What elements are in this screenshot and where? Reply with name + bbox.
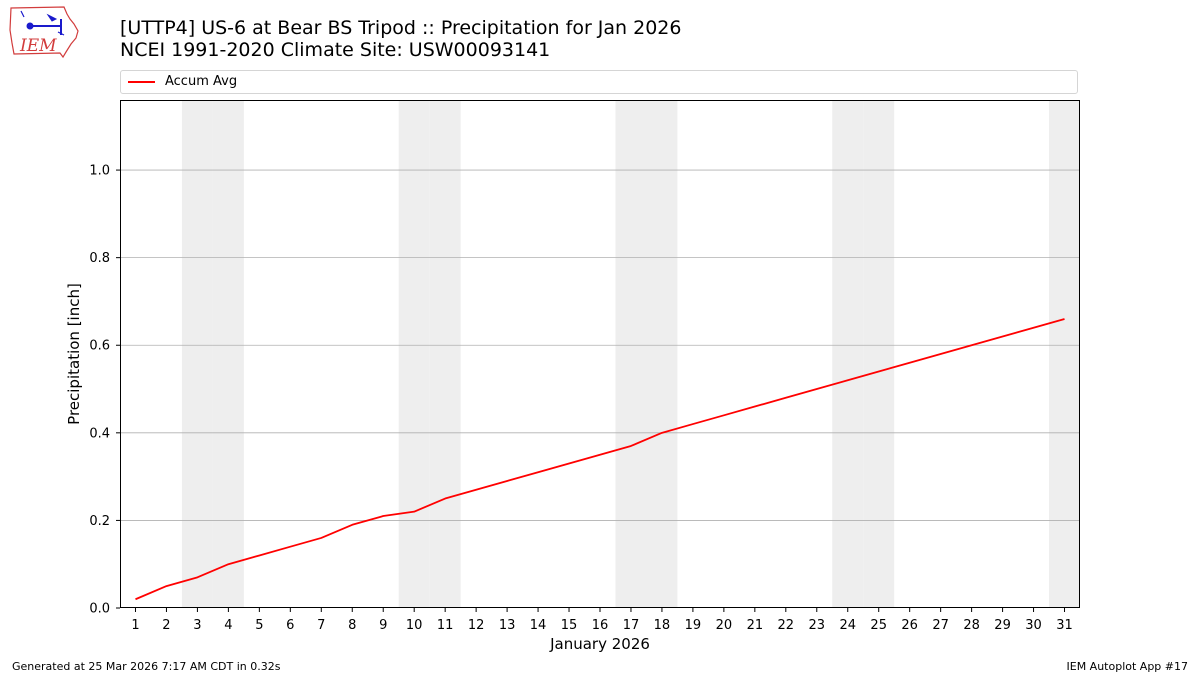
- logo-text: IEM: [19, 36, 57, 56]
- x-tick-label: 8: [348, 618, 356, 633]
- weekend-band-day-25: [863, 100, 895, 608]
- x-tick-label: 28: [963, 618, 980, 633]
- legend-label: Accum Avg: [165, 74, 238, 89]
- weekend-band-day-4: [212, 100, 244, 608]
- x-tick-label: 31: [1056, 618, 1073, 633]
- iowa-outline-icon: [9, 6, 79, 59]
- x-tick-label: 12: [468, 618, 485, 633]
- y-tick-label: 1.0: [89, 164, 110, 179]
- y-tick-label: 0.6: [89, 339, 110, 354]
- y-axis-label: Precipitation [inch]: [65, 283, 83, 425]
- chart-title: [UTTP4] US-6 at Bear BS Tripod :: Precip…: [120, 17, 681, 61]
- x-tick-label: 20: [716, 618, 733, 633]
- x-tick-label: 11: [437, 618, 454, 633]
- x-tick-label: 17: [623, 618, 640, 633]
- weekend-band-day-18: [646, 100, 678, 608]
- legend-line-swatch: [128, 81, 155, 83]
- title-line-1: [UTTP4] US-6 at Bear BS Tripod :: Precip…: [120, 17, 682, 39]
- x-tick-label: 24: [839, 618, 856, 633]
- x-tick-label: 10: [406, 618, 423, 633]
- weekend-bands: [181, 100, 1080, 608]
- x-tick-label: 14: [530, 618, 547, 633]
- y-ticks: 0.0 0.2 0.4 0.6 0.8 1.0: [89, 164, 120, 617]
- x-ticks: 1 2 3 4 5 6 7 8 9 10 11 12 13 14 15 16 17 18 19 20 21 22 23 24 2…: [131, 608, 1073, 633]
- legend: Accum Avg: [120, 70, 1078, 94]
- x-tick-label: 26: [901, 618, 918, 633]
- x-tick-label: 22: [778, 618, 795, 633]
- y-tick-label: 0.8: [89, 251, 110, 266]
- y-tick-label: 0.2: [89, 514, 110, 529]
- x-tick-label: 5: [255, 618, 263, 633]
- series-layer: [135, 318, 1065, 601]
- x-tick-label: 25: [870, 618, 887, 633]
- y-gridlines: [120, 169, 1080, 521]
- y-tick-label: 0.0: [89, 602, 110, 617]
- x-tick-label: 23: [809, 618, 826, 633]
- x-tick-label: 4: [224, 618, 232, 633]
- x-tick-label: 19: [685, 618, 702, 633]
- x-tick-label: 18: [654, 618, 671, 633]
- x-tick-label: 6: [286, 618, 294, 633]
- weekend-band-day-31: [1049, 100, 1080, 608]
- series-line-accum-avg: [135, 318, 1065, 601]
- weekend-band-day-3: [181, 100, 213, 608]
- x-tick-label: 2: [162, 618, 170, 633]
- y-tick-label: 0.4: [89, 426, 110, 441]
- weekend-band-day-17: [615, 100, 647, 608]
- weekend-band-day-24: [832, 100, 864, 608]
- x-tick-label: 15: [561, 618, 578, 633]
- plot-frame: [120, 100, 1080, 608]
- x-tick-label: 21: [747, 618, 764, 633]
- iem-logo: IEM: [9, 6, 79, 59]
- footer-app: IEM Autoplot App #17: [1066, 660, 1189, 673]
- x-axis-label: January 2026: [549, 635, 650, 653]
- x-tick-label: 13: [499, 618, 516, 633]
- x-tick-label: 3: [193, 618, 201, 633]
- x-tick-label: 1: [131, 618, 139, 633]
- x-tick-label: 30: [1025, 618, 1042, 633]
- x-tick-label: 7: [317, 618, 325, 633]
- footer-generated: Generated at 25 Mar 2026 7:17 AM CDT in …: [12, 660, 281, 673]
- title-line-2: NCEI 1991-2020 Climate Site: USW00093141: [120, 39, 551, 61]
- weekend-band-day-10: [398, 100, 430, 608]
- x-tick-label: 27: [932, 618, 949, 633]
- x-tick-label: 29: [994, 618, 1011, 633]
- weekend-band-day-11: [429, 100, 461, 608]
- x-tick-label: 16: [592, 618, 609, 633]
- x-tick-label: 9: [379, 618, 387, 633]
- weather-station-icon: [20, 10, 65, 36]
